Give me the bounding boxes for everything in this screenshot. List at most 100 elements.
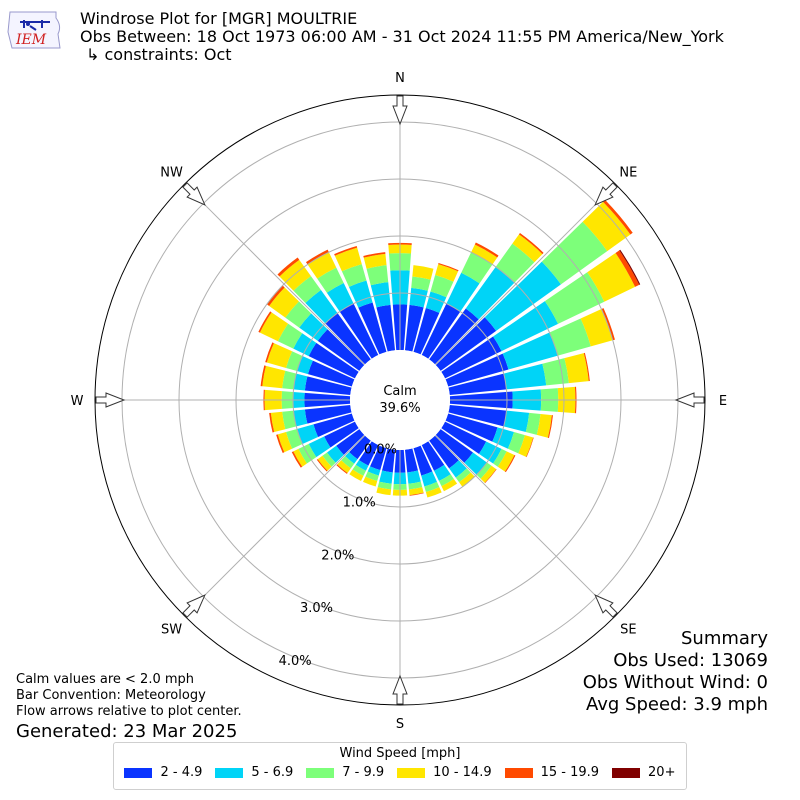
legend: Wind Speed [mph] 2 - 4.9 5 - 6.9 7 - 9.9…	[113, 742, 687, 790]
flow-arrow-shape	[594, 182, 618, 206]
windrose-bar-segment	[317, 455, 332, 471]
windrose-bar-segment	[285, 301, 312, 328]
legend-label: 10 - 14.9	[433, 765, 492, 780]
windrose-bar-segment	[421, 303, 461, 359]
radial-tick-label: 3.0%	[300, 601, 333, 616]
windrose-bar-segment	[493, 448, 507, 467]
flow-arrow-shape	[392, 95, 408, 126]
windrose-bar-segment	[269, 412, 275, 433]
calm-label: Calm	[383, 384, 416, 399]
windrose-bar-segment	[446, 272, 480, 312]
windrose-bar-segment	[425, 487, 442, 498]
calm-value: 39.6%	[379, 401, 420, 416]
legend-item: 15 - 19.9	[504, 765, 599, 780]
logo-text: IEM	[15, 32, 47, 48]
summary-title: Summary	[681, 628, 768, 649]
compass-label-ne: NE	[619, 166, 637, 181]
bar-convention-note: Bar Convention: Meteorology	[16, 688, 206, 703]
radial-tick-labels: 0.0% 1.0% 2.0% 3.0% 4.0%	[279, 443, 397, 669]
windrose-bar-segment	[441, 478, 458, 492]
windrose-bar-segment	[512, 234, 543, 263]
windrose-bar-segment	[465, 266, 515, 320]
flow-arrow-icon	[182, 182, 206, 206]
legend-title: Wind Speed [mph]	[339, 746, 461, 761]
plot-notes: Calm values are < 2.0 mph Bar Convention…	[16, 672, 242, 743]
windrose-bar-segment	[526, 437, 534, 458]
windrose-bar-segment	[382, 448, 396, 473]
legend-swatch	[215, 767, 244, 778]
windrose-bar-segment	[587, 252, 636, 302]
windrose-bar-segment	[411, 276, 431, 291]
legend-swatch	[124, 767, 153, 778]
legend-items: 2 - 4.9 5 - 6.9 7 - 9.9 10 - 14.9 15 - 1…	[114, 765, 686, 780]
windrose-bar-segment	[291, 451, 303, 468]
windrose-bar-segment	[277, 257, 300, 277]
windrose-bar-segment	[409, 287, 428, 308]
windrose-bar-segment	[293, 276, 321, 304]
flow-arrow-icon	[182, 594, 206, 618]
windrose-bar-segment	[421, 471, 437, 487]
compass-label-se: SE	[620, 622, 636, 637]
windrose-bar-segment	[549, 318, 591, 356]
windrose-bar-segment	[376, 304, 396, 352]
windrose-bar-segment	[544, 272, 605, 324]
flow-arrow-shape	[392, 674, 408, 705]
summary-obs-without-wind: Obs Without Wind: 0	[582, 672, 768, 693]
windrose-bar-segment	[258, 311, 272, 333]
iem-logo-graphic: IEM	[7, 11, 61, 49]
windrose-bar-segment	[307, 252, 337, 279]
windrose-bar-segment	[304, 376, 352, 396]
radial-tick-label: 4.0%	[279, 654, 312, 669]
windrose-bar-segment	[304, 404, 352, 424]
windrose-bar-segment	[434, 464, 451, 482]
flow-arrow-icon	[594, 594, 618, 618]
windrose-bar-segment	[445, 413, 498, 442]
windrose-bar-segment	[260, 365, 266, 387]
windrose-bar-segment	[352, 464, 366, 476]
legend-item: 10 - 14.9	[397, 765, 492, 780]
windrose-bar-segment	[345, 452, 358, 464]
windrose-bar-segment	[583, 352, 590, 382]
windrose-bars	[258, 199, 641, 498]
windrose-bar-segment	[435, 429, 474, 463]
compass-labels: N NE E SE S SW W NW	[71, 71, 728, 732]
windrose-bar-segment	[413, 307, 440, 355]
windrose-bar-segment	[296, 424, 319, 445]
windrose-bar-segment	[358, 441, 379, 466]
windrose-bar-segment	[493, 301, 559, 352]
flow-arrow-shape	[182, 594, 206, 618]
windrose-bar-segment	[379, 470, 393, 484]
windrose-bar-segment	[293, 409, 308, 427]
windrose-bar-segment	[363, 252, 386, 258]
windrose-bar-segment	[317, 329, 365, 371]
radial-tick-label: 2.0%	[321, 548, 354, 563]
plot-header: Windrose Plot for [MGR] MOULTRIE Obs Bet…	[80, 10, 724, 64]
windrose-bar-segment	[449, 460, 467, 478]
flow-note: Flow arrows relative to plot center.	[16, 704, 242, 719]
windrose-bar-segment	[429, 435, 459, 469]
calm-circle	[350, 350, 450, 450]
windrose-bar-segment	[293, 333, 317, 357]
windrose-bar-segment	[307, 360, 355, 387]
windrose-bar-segment	[308, 436, 331, 458]
legend-swatch	[397, 767, 426, 778]
windrose-bar-segment	[266, 343, 293, 368]
windrose-bar-segment	[484, 469, 497, 484]
windrose-bar-segment	[421, 441, 445, 471]
windrose-bar-segment	[334, 245, 358, 256]
windrose-bar-segment	[326, 283, 354, 312]
windrose-bar-segment	[404, 448, 418, 473]
summary-avg-speed: Avg Speed: 3.9 mph	[586, 694, 768, 715]
windrose-bar-segment	[424, 481, 440, 493]
windrose-bar-segment	[495, 243, 535, 283]
legend-item: 5 - 6.9	[215, 765, 293, 780]
windrose-bar-segment	[582, 201, 631, 252]
windrose-bar-segment	[325, 313, 371, 365]
compass-label-nw: NW	[160, 166, 183, 181]
compass-label-n: N	[395, 71, 405, 86]
compass-label-e: E	[719, 394, 727, 409]
windrose-bar-segment	[503, 363, 547, 390]
windrose-bar-segment	[348, 280, 373, 308]
windrose-bar-segment	[435, 264, 459, 282]
